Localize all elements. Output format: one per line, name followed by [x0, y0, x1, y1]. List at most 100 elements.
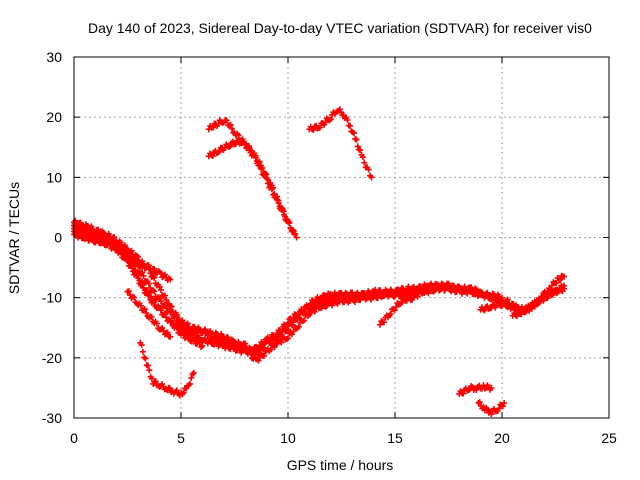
data-point	[286, 219, 293, 226]
data-point	[285, 320, 291, 327]
data-point	[260, 352, 267, 359]
data-point	[145, 292, 152, 299]
data-point	[274, 193, 281, 200]
data-point	[141, 306, 148, 313]
data-point	[513, 313, 520, 320]
data-point	[264, 176, 271, 183]
data-point	[541, 295, 548, 302]
data-point	[293, 234, 300, 241]
data-point	[148, 375, 155, 382]
data-point	[260, 340, 267, 347]
data-point	[347, 122, 354, 129]
data-point	[173, 314, 180, 321]
series-track-j	[306, 106, 375, 181]
data-point	[141, 354, 148, 361]
data-point	[368, 174, 375, 181]
tick-labels: 0 5 10 15 20 25 -30 -20 -10 0 10 20 30	[42, 49, 617, 446]
y-tick-label: 10	[46, 169, 62, 185]
x-tick-label: 15	[387, 430, 403, 446]
data-point	[473, 386, 480, 393]
data-point	[301, 308, 308, 315]
data-point	[164, 329, 171, 336]
data-point	[468, 287, 475, 294]
data-point	[353, 136, 360, 143]
series-track-i	[205, 137, 298, 238]
data-point	[210, 124, 217, 131]
data-point	[77, 231, 84, 238]
data-point	[145, 262, 152, 269]
data-point	[152, 378, 159, 385]
data-point	[244, 349, 251, 356]
data-point	[381, 319, 388, 326]
data-point	[290, 227, 297, 234]
data-point	[139, 281, 146, 288]
data-point	[310, 127, 317, 134]
data-point	[488, 384, 495, 391]
data-point	[295, 323, 302, 330]
y-tick-label: -10	[42, 290, 62, 306]
data-point	[354, 143, 361, 150]
data-point	[285, 326, 291, 333]
data-point	[545, 292, 552, 299]
data-point	[209, 152, 216, 159]
data-point	[501, 399, 508, 406]
data-point	[151, 288, 158, 295]
data-point	[157, 307, 164, 314]
data-point	[227, 143, 234, 150]
data-point	[398, 299, 405, 306]
data-point	[173, 387, 180, 394]
data-point	[157, 298, 164, 305]
data-point	[240, 138, 247, 145]
data-point	[135, 253, 142, 260]
data-point	[290, 328, 297, 335]
data-point	[488, 411, 495, 418]
data-point	[137, 302, 144, 309]
data-point	[216, 148, 223, 155]
data-point	[518, 311, 525, 318]
data-point	[139, 269, 146, 276]
data-point	[125, 288, 132, 295]
data-point	[311, 308, 318, 315]
series-track-m	[475, 399, 508, 418]
data-point	[256, 158, 263, 165]
data-point	[227, 121, 234, 128]
data-point	[476, 399, 483, 406]
y-tick-label: 0	[54, 230, 62, 246]
data-point	[484, 289, 491, 296]
series-track-h	[205, 117, 300, 241]
data-point	[72, 229, 79, 236]
data-point	[168, 308, 175, 315]
data-point	[163, 296, 170, 303]
data-point	[153, 320, 160, 327]
data-point	[357, 147, 364, 154]
data-point	[117, 247, 124, 254]
data-point	[139, 348, 146, 355]
x-tick-label: 25	[601, 430, 617, 446]
data-point	[255, 357, 262, 364]
data-point	[180, 389, 187, 396]
data-point	[267, 346, 274, 353]
data-point	[231, 338, 238, 345]
data-point	[228, 125, 235, 132]
data-point	[161, 310, 168, 317]
data-point	[189, 371, 196, 378]
data-point	[190, 369, 197, 376]
y-axis-label: SDTVAR / TECUs	[6, 182, 22, 294]
x-axis-label: GPS time / hours	[287, 457, 394, 473]
data-point	[285, 335, 291, 342]
data-point	[173, 324, 180, 331]
data-point	[196, 326, 203, 333]
data-point	[350, 130, 357, 137]
data-point	[250, 347, 257, 354]
data-point	[191, 330, 198, 337]
x-tick-label: 0	[70, 430, 78, 446]
series-track-d	[71, 227, 206, 351]
data-point	[161, 301, 168, 308]
data-point	[275, 197, 282, 204]
data-point	[184, 320, 191, 327]
data-point	[391, 307, 398, 314]
data-point	[151, 265, 158, 272]
data-point	[151, 298, 158, 305]
data-point	[135, 275, 142, 282]
data-point	[278, 339, 285, 346]
